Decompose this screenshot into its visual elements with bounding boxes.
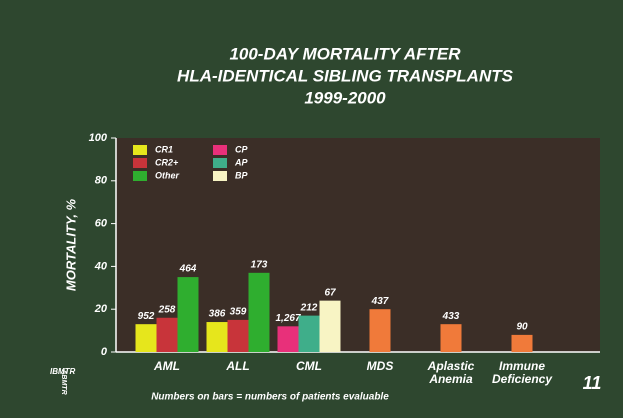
footnote: Numbers on bars = numbers of patients ev… <box>151 392 389 403</box>
y-tick-label: 80 <box>95 175 108 187</box>
y-tick-label: 60 <box>95 218 108 230</box>
bar <box>206 322 228 352</box>
bar <box>440 324 462 352</box>
bar <box>277 326 299 352</box>
bar-count-label: 1,267 <box>275 313 300 324</box>
legend-label: CR1 <box>155 144 173 154</box>
bar-count-label: 952 <box>138 311 155 322</box>
bar <box>135 324 157 352</box>
y-tick-label: 100 <box>89 132 108 144</box>
legend-label: CR2+ <box>155 157 179 167</box>
bar <box>156 317 178 352</box>
x-tick-label: ALL <box>226 359 250 373</box>
y-tick-label: 20 <box>94 303 108 315</box>
bar <box>248 272 270 352</box>
bar <box>227 319 249 352</box>
bar-count-label: 212 <box>300 302 318 313</box>
legend-swatch <box>133 158 147 168</box>
bar-count-label: 67 <box>324 287 336 298</box>
bar <box>177 277 199 352</box>
legend-label: CP <box>235 144 248 154</box>
bar <box>298 315 320 352</box>
bar-count-label: 359 <box>230 307 247 318</box>
title-line: 1999-2000 <box>304 88 386 107</box>
x-tick-label: Aplastic Anemia <box>427 359 475 386</box>
legend-label: AP <box>234 157 248 167</box>
y-tick-label: 40 <box>94 260 108 272</box>
slide-number: 11 <box>583 373 602 393</box>
bar-count-label: 437 <box>371 296 389 307</box>
bar-count-label: 258 <box>158 304 176 315</box>
logo-text: ABMTR <box>60 368 67 394</box>
x-tick-label: AML <box>154 359 180 373</box>
legend-swatch <box>133 171 147 181</box>
bar <box>319 300 341 352</box>
bar-count-label: 90 <box>516 322 528 333</box>
logo-text: IBMTR <box>50 367 76 376</box>
x-tick-label: MDS <box>366 359 394 373</box>
x-tick-label: CML <box>296 359 322 373</box>
legend-swatch <box>213 171 227 181</box>
bar <box>369 309 391 352</box>
y-tick-label: 0 <box>101 346 108 358</box>
bar-count-label: 433 <box>442 311 460 322</box>
bar-count-label: 386 <box>209 309 226 320</box>
title-line: 100-DAY MORTALITY AFTER <box>229 44 461 63</box>
legend-swatch <box>213 158 227 168</box>
legend-label: Other <box>155 170 180 180</box>
legend-label: BP <box>235 170 248 180</box>
legend-swatch <box>133 145 147 155</box>
legend-swatch <box>213 145 227 155</box>
bar-count-label: 173 <box>251 259 268 270</box>
y-axis-label: MORTALITY, % <box>63 198 78 291</box>
bar <box>511 334 533 352</box>
bar-count-label: 464 <box>179 264 197 275</box>
x-tick-label: Immune Deficiency <box>491 359 553 386</box>
title-line: HLA-IDENTICAL SIBLING TRANSPLANTS <box>177 66 514 85</box>
